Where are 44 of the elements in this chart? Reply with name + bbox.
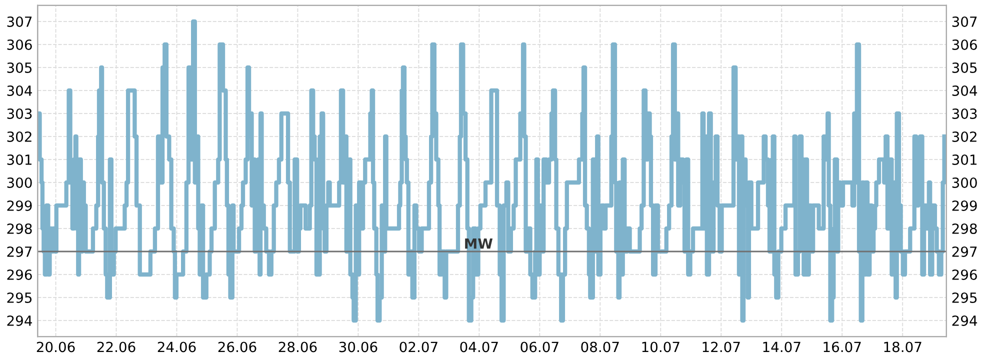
y-tick-label: 300 xyxy=(7,177,32,188)
y-tick-label: 302 xyxy=(7,131,32,142)
y2-tick-label: 307 xyxy=(952,16,977,27)
y-tick-label: 301 xyxy=(7,154,32,165)
y-tick-label: 299 xyxy=(7,200,32,211)
x-tick-label: 06.07 xyxy=(520,342,558,352)
y-tick-label: 296 xyxy=(7,269,32,280)
y-tick-label: 297 xyxy=(7,246,32,257)
x-tick-label: 04.07 xyxy=(460,342,498,352)
x-tick-label: 02.07 xyxy=(400,342,438,352)
y2-tick-label: 298 xyxy=(952,223,977,234)
x-tick-label: 18.07 xyxy=(884,342,922,352)
x-tick-label: 28.06 xyxy=(278,342,317,352)
x-tick-label: 14.07 xyxy=(763,342,800,352)
y-tick-label: 298 xyxy=(7,223,32,234)
y2-tick-label: 295 xyxy=(952,292,977,303)
x-tick-label: 24.06 xyxy=(158,342,196,352)
x-tick-label: 30.06 xyxy=(339,342,378,352)
y-tick-label: 306 xyxy=(7,39,32,50)
y2-tick-label: 299 xyxy=(952,200,977,211)
y-tick-label: 303 xyxy=(7,108,32,119)
y-tick-label: 294 xyxy=(7,315,32,326)
y2-tick-label: 301 xyxy=(952,154,977,165)
y-tick-label: 307 xyxy=(7,16,32,27)
x-tick-label: 08.07 xyxy=(581,342,619,352)
y2-tick-label: 296 xyxy=(952,269,977,280)
y2-tick-label: 297 xyxy=(952,246,977,257)
y2-tick-label: 300 xyxy=(952,177,977,188)
y2-tick-label: 304 xyxy=(952,85,978,96)
x-tick-label: 12.07 xyxy=(702,342,740,352)
y2-tick-label: 294 xyxy=(952,315,978,326)
y-tick-label: 295 xyxy=(7,292,32,303)
y-tick-label: 305 xyxy=(7,62,32,73)
x-tick-label: 20.06 xyxy=(36,342,75,352)
ref-line-label: MW xyxy=(465,238,493,249)
x-tick-label: 10.07 xyxy=(642,342,680,352)
x-tick-label: 16.07 xyxy=(824,342,861,352)
y2-tick-label: 302 xyxy=(952,131,976,142)
y-tick-label: 304 xyxy=(7,85,32,96)
y2-tick-label: 305 xyxy=(952,62,977,73)
x-tick-label: 22.06 xyxy=(97,342,136,352)
y2-tick-label: 303 xyxy=(952,108,977,119)
x-tick-label: 26.06 xyxy=(218,342,256,352)
y2-tick-label: 306 xyxy=(952,39,977,50)
